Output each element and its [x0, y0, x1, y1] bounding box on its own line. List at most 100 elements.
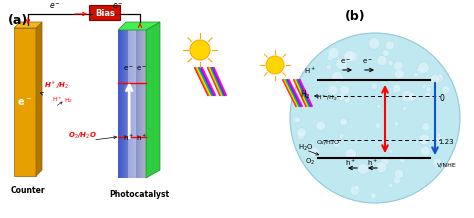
Circle shape	[437, 133, 441, 137]
Bar	[135, 30, 136, 178]
Text: H$^+$: H$^+$	[304, 66, 316, 76]
Text: O$_2$: O$_2$	[305, 157, 315, 167]
Circle shape	[292, 116, 300, 123]
Text: e$^-$: e$^-$	[123, 64, 134, 73]
Bar	[131, 30, 133, 178]
Bar	[130, 30, 132, 178]
Circle shape	[393, 84, 401, 92]
Bar	[120, 30, 121, 178]
Bar	[124, 30, 125, 178]
Circle shape	[394, 121, 399, 126]
Bar	[143, 30, 145, 178]
Circle shape	[309, 147, 319, 157]
Circle shape	[190, 40, 210, 60]
Bar	[128, 30, 130, 178]
Text: h$^+$: h$^+$	[367, 158, 378, 168]
Bar	[119, 30, 120, 178]
Text: O$_2$/H$_2$O: O$_2$/H$_2$O	[316, 138, 340, 147]
Bar	[136, 30, 137, 178]
Bar	[125, 30, 126, 178]
Circle shape	[309, 142, 313, 146]
Circle shape	[438, 74, 443, 79]
Text: e$^-$: e$^-$	[112, 1, 124, 11]
Circle shape	[389, 149, 393, 153]
Bar	[126, 30, 127, 178]
Circle shape	[442, 86, 450, 94]
Circle shape	[422, 123, 430, 131]
Circle shape	[381, 157, 389, 165]
Circle shape	[375, 123, 381, 128]
Circle shape	[407, 92, 416, 101]
Bar	[121, 30, 122, 178]
Text: e$^-$: e$^-$	[362, 57, 373, 66]
Bar	[141, 30, 143, 178]
Circle shape	[297, 128, 306, 137]
Circle shape	[383, 49, 390, 56]
Text: H$^+$: H$^+$	[52, 95, 63, 104]
Bar	[140, 30, 142, 178]
Bar	[128, 30, 136, 178]
Bar	[129, 30, 131, 178]
Text: h$^+$: h$^+$	[123, 132, 134, 143]
Circle shape	[328, 47, 339, 58]
Text: 1.23: 1.23	[438, 139, 454, 145]
Text: Photocatalyst: Photocatalyst	[109, 190, 169, 199]
Circle shape	[385, 41, 394, 50]
Circle shape	[336, 58, 347, 70]
Text: (b): (b)	[345, 10, 365, 23]
Circle shape	[339, 133, 344, 138]
Text: H$_2$: H$_2$	[64, 96, 73, 105]
Circle shape	[266, 56, 284, 74]
Circle shape	[326, 64, 332, 70]
Bar	[142, 30, 144, 178]
Circle shape	[437, 74, 444, 82]
Bar	[139, 30, 141, 178]
Circle shape	[376, 104, 381, 109]
Circle shape	[343, 53, 349, 58]
Bar	[128, 30, 129, 178]
Text: V/NHE: V/NHE	[437, 162, 457, 167]
Circle shape	[370, 193, 376, 199]
Text: e$^-$: e$^-$	[136, 64, 147, 73]
Text: h$^+$: h$^+$	[136, 132, 147, 143]
Circle shape	[422, 84, 427, 89]
Circle shape	[338, 93, 346, 100]
Polygon shape	[14, 22, 42, 28]
Circle shape	[431, 75, 440, 84]
Circle shape	[316, 121, 326, 131]
Text: H$^+$/H$_2$: H$^+$/H$_2$	[44, 80, 69, 91]
Circle shape	[328, 85, 338, 95]
Circle shape	[414, 72, 418, 77]
Circle shape	[388, 183, 393, 188]
Circle shape	[392, 89, 397, 93]
Circle shape	[340, 85, 350, 95]
Text: H$^+$/H$_2$: H$^+$/H$_2$	[316, 93, 337, 103]
Circle shape	[393, 61, 403, 71]
Bar	[123, 30, 124, 178]
Bar	[134, 30, 135, 178]
Circle shape	[355, 185, 359, 191]
Text: e$^-$: e$^-$	[49, 1, 61, 11]
Bar	[145, 30, 146, 178]
Circle shape	[432, 158, 441, 167]
Circle shape	[425, 92, 431, 98]
Bar	[137, 30, 138, 178]
FancyBboxPatch shape	[90, 5, 120, 20]
Bar	[144, 30, 146, 178]
Text: 0: 0	[440, 94, 445, 102]
Circle shape	[436, 136, 442, 143]
Circle shape	[297, 131, 305, 140]
Circle shape	[418, 62, 429, 73]
Circle shape	[402, 106, 407, 111]
Text: Bias: Bias	[95, 9, 115, 17]
Circle shape	[417, 68, 420, 72]
Circle shape	[347, 51, 358, 62]
Circle shape	[393, 176, 401, 184]
Bar	[138, 30, 140, 178]
Circle shape	[344, 50, 356, 62]
Text: (a): (a)	[8, 14, 28, 27]
Circle shape	[333, 141, 340, 147]
Circle shape	[369, 38, 380, 49]
Circle shape	[350, 185, 360, 195]
Bar	[133, 30, 134, 178]
